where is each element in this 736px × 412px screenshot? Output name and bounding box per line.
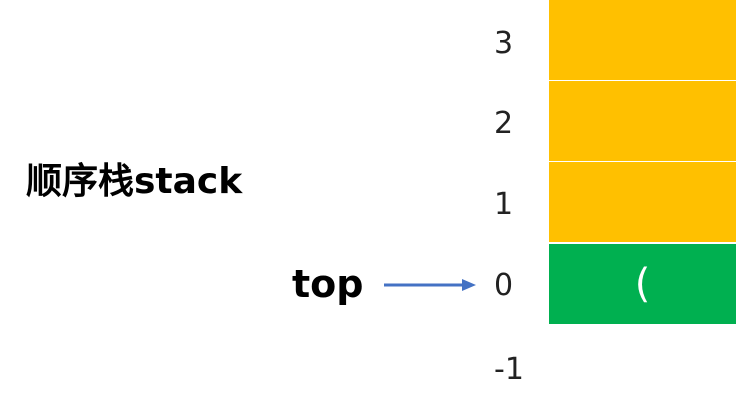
top-pointer-arrow: [384, 279, 476, 291]
stack-cell: [549, 0, 736, 80]
stack-cell: [549, 81, 736, 161]
stack-index-label: 3: [494, 26, 514, 61]
stack-array: (: [549, 0, 736, 326]
diagram-title: 顺序栈stack: [26, 161, 243, 202]
stack-index-label: 2: [494, 106, 514, 141]
stack-cell-top: (: [549, 244, 736, 324]
stack-index-label: 0: [494, 268, 514, 303]
stack-index-label: -1: [494, 352, 524, 387]
stack-index-label: 1: [494, 187, 514, 222]
stack-cell: [549, 162, 736, 242]
top-pointer-label: top: [292, 262, 364, 306]
